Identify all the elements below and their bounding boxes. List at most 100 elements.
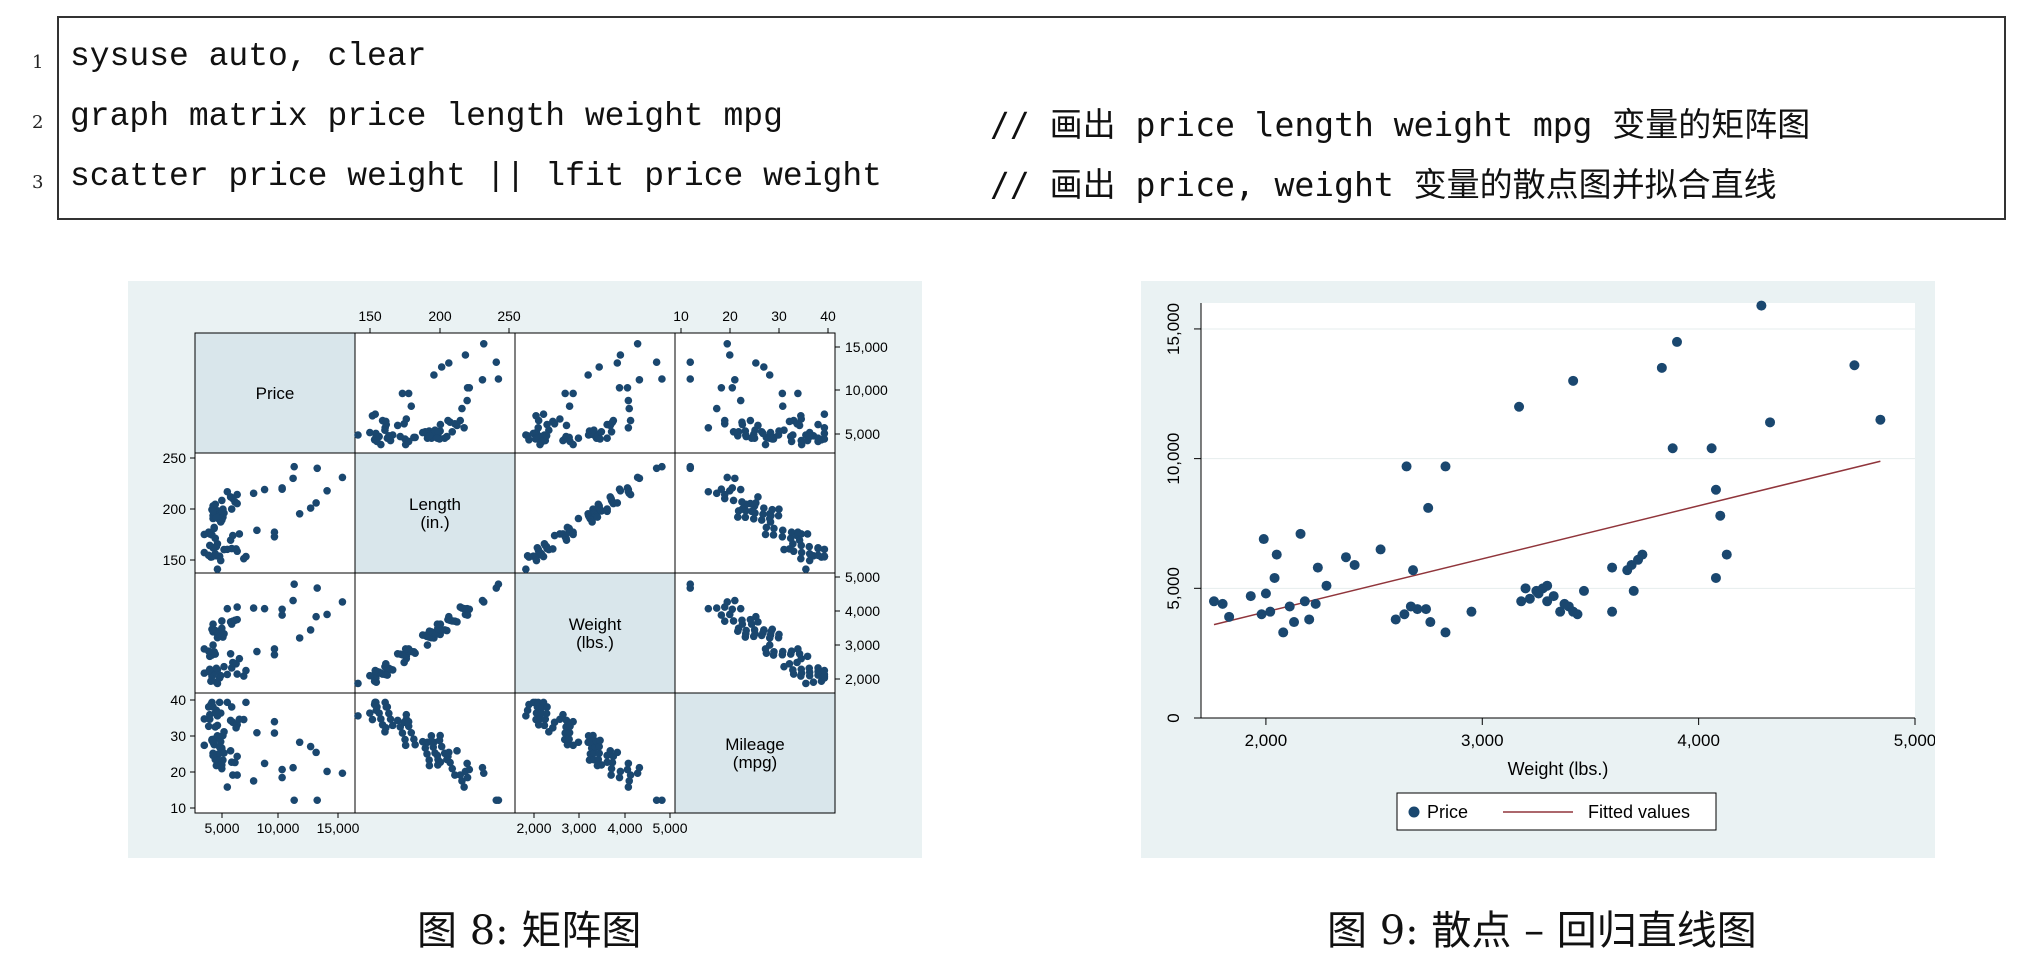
- matrix-tick-label: 5,000: [652, 820, 687, 836]
- matrix-point: [396, 723, 405, 731]
- matrix-point: [278, 484, 286, 492]
- matrix-point: [765, 371, 774, 379]
- matrix-point: [562, 536, 571, 545]
- matrix-point: [775, 427, 783, 435]
- matrix-point: [460, 783, 468, 791]
- line-number: 2: [32, 112, 44, 133]
- matrix-point: [820, 410, 829, 418]
- matrix-point: [768, 435, 777, 443]
- matrix-point: [597, 428, 606, 436]
- matrix-point: [242, 666, 250, 675]
- matrix-point: [218, 496, 226, 505]
- matrix-figure: Price Length (in.) Weight (lbs.) Mileage (mpg)…: [128, 281, 922, 858]
- price-point: [1260, 588, 1271, 599]
- matrix-point: [306, 742, 315, 751]
- matrix-point: [613, 499, 622, 507]
- matrix-tick-label: 2,000: [516, 820, 551, 836]
- matrix-point: [597, 507, 606, 515]
- matrix-point: [228, 658, 237, 667]
- matrix-point: [338, 473, 347, 482]
- matrix-point: [425, 761, 434, 770]
- matrix-point: [494, 796, 503, 805]
- matrix-point: [479, 340, 488, 348]
- matrix-point: [388, 721, 397, 730]
- matrix-point: [430, 371, 438, 379]
- price-point: [1224, 611, 1235, 622]
- matrix-point: [814, 664, 822, 672]
- matrix-point: [213, 732, 222, 740]
- matrix-point: [720, 416, 729, 425]
- matrix-point: [218, 624, 226, 633]
- matrix-point: [760, 626, 768, 634]
- matrix-point: [569, 440, 577, 449]
- matrix-point: [574, 434, 583, 442]
- matrix-point: [373, 437, 381, 446]
- matrix-point: [607, 428, 616, 436]
- matrix-point: [211, 723, 220, 731]
- matrix-point: [478, 763, 487, 772]
- matrix-variable-label: Mileage (mpg): [725, 735, 785, 772]
- matrix-point: [290, 580, 298, 588]
- matrix-point: [814, 420, 822, 429]
- matrix-point: [323, 610, 331, 619]
- matrix-point: [770, 524, 778, 533]
- matrix-point: [434, 428, 442, 436]
- price-point: [1208, 596, 1219, 607]
- matrix-point: [295, 634, 304, 642]
- matrix-point: [437, 363, 446, 371]
- matrix-point: [377, 715, 385, 723]
- matrix-point: [295, 509, 304, 518]
- price-point: [1258, 534, 1269, 545]
- price-point: [1278, 627, 1289, 638]
- price-point: [1710, 484, 1721, 495]
- matrix-point: [760, 504, 768, 512]
- matrix-point: [463, 773, 472, 782]
- matrix-tick-label: 20: [170, 764, 186, 780]
- matrix-point: [385, 432, 393, 440]
- matrix-point: [313, 796, 322, 805]
- matrix-point: [750, 626, 759, 634]
- matrix-point: [752, 499, 760, 507]
- matrix-point: [565, 735, 573, 743]
- matrix-variable-label: Weight (lbs.): [569, 615, 622, 652]
- matrix-point: [594, 755, 603, 764]
- matrix-point: [803, 436, 812, 445]
- matrix-point: [465, 765, 474, 774]
- matrix-diagonal-cell: [514, 572, 676, 694]
- matrix-point: [401, 741, 410, 750]
- matrix-point: [820, 435, 829, 443]
- matrix-point: [608, 758, 617, 767]
- matrix-point: [624, 783, 633, 791]
- matrix-point: [768, 505, 777, 514]
- matrix-point: [588, 518, 596, 526]
- matrix-point: [814, 437, 822, 446]
- matrix-point: [396, 432, 405, 441]
- matrix-point: [453, 747, 461, 755]
- matrix-variable-label: Length (in.): [409, 495, 461, 532]
- matrix-point: [752, 612, 760, 621]
- price-point: [1310, 598, 1321, 609]
- matrix-point: [723, 340, 732, 348]
- matrix-point: [401, 440, 410, 449]
- matrix-point: [226, 716, 235, 725]
- price-point: [1607, 606, 1618, 617]
- matrix-point: [270, 729, 279, 737]
- matrix-point: [584, 371, 592, 379]
- matrix-point: [569, 717, 577, 726]
- matrix-point: [746, 416, 755, 425]
- matrix-tick-label: 150: [163, 552, 187, 568]
- matrix-tick-label: 5,000: [845, 569, 880, 585]
- matrix-point: [313, 464, 322, 473]
- matrix-point: [204, 703, 213, 711]
- matrix-point: [559, 710, 567, 719]
- matrix-point: [809, 678, 818, 686]
- matrix-point: [446, 758, 454, 767]
- matrix-point: [458, 404, 466, 413]
- matrix-point: [733, 513, 742, 521]
- matrix-point: [410, 433, 418, 442]
- code-line: sysuse auto, clear: [70, 38, 427, 75]
- matrix-point: [220, 749, 228, 757]
- matrix-tick-label: 250: [163, 450, 187, 466]
- matrix-point: [613, 748, 622, 757]
- matrix-point: [534, 720, 543, 729]
